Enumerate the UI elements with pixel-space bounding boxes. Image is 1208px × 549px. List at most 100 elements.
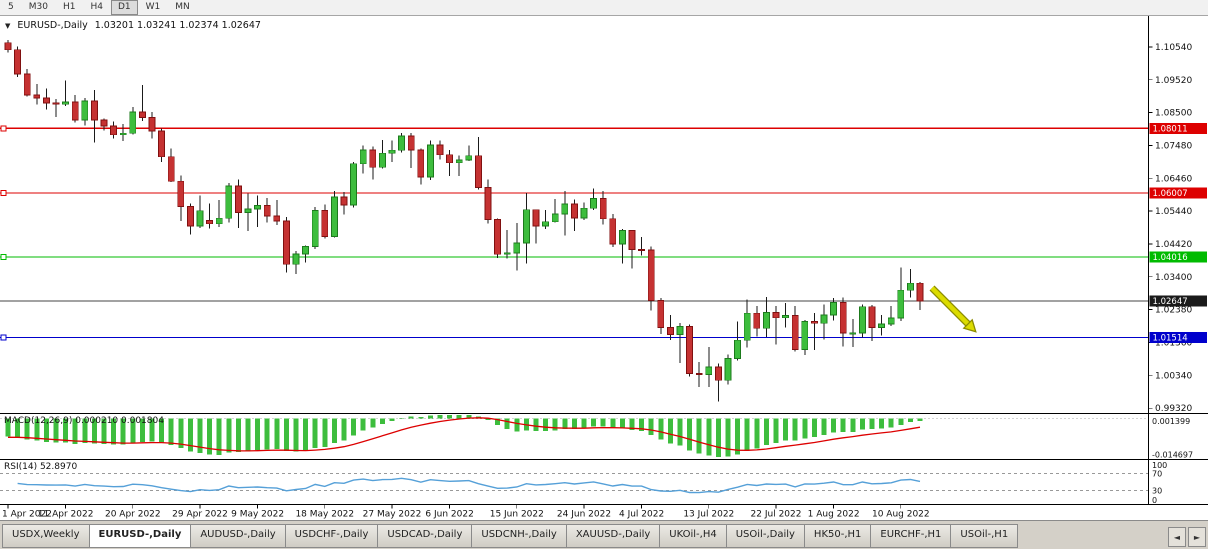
candle — [378, 152, 386, 168]
tab-usdcnh-daily[interactable]: USDCNH-,Daily — [471, 524, 567, 548]
candle — [91, 100, 98, 121]
tab-eurusd-daily[interactable]: EURUSD-,Daily — [88, 524, 192, 548]
tab-xauusd-daily[interactable]: XAUUSD-,Daily — [565, 524, 661, 548]
one-click-trading-toggle-icon[interactable]: ▼ — [5, 21, 11, 30]
candle — [619, 230, 626, 245]
candle — [148, 117, 156, 132]
candle — [33, 94, 41, 99]
candle — [177, 180, 185, 208]
svg-text:1.08011: 1.08011 — [1153, 125, 1188, 135]
candle — [715, 366, 722, 381]
candle — [273, 215, 281, 222]
svg-text:1.06460: 1.06460 — [1155, 174, 1192, 184]
chart-tabbar: USDX,Weekly EURUSD-,Daily AUDUSD-,Daily USD… — [0, 520, 1208, 549]
candle — [811, 321, 818, 324]
chart-area[interactable]: 1.10540 1.09520 1.08500 1.07480 1.06460 1.054… — [0, 16, 1208, 520]
price-axis: 1.10540 1.09520 1.08500 1.07480 1.06460 1.054… — [1148, 43, 1207, 414]
tab-usdchf-daily[interactable]: USDCHF-,Daily — [284, 524, 379, 548]
timeframe-button-w1[interactable]: W1 — [145, 2, 161, 12]
candle — [763, 312, 770, 329]
candle — [436, 144, 444, 156]
candle — [426, 144, 434, 178]
candle — [23, 73, 31, 96]
candle — [561, 203, 569, 215]
tab-usoil-h1[interactable]: USOil-,H1 — [950, 524, 1019, 548]
candle — [350, 163, 358, 206]
macd-indicator-label: MACD(12,26,9) 0.000210 0.001804 — [4, 416, 164, 426]
svg-text:1.03400: 1.03400 — [1155, 273, 1192, 283]
tab-ukoil-h4[interactable]: UKOil-,H4 — [659, 524, 727, 548]
tab-usdcad-daily[interactable]: USDCAD-,Daily — [377, 524, 473, 548]
candle — [330, 196, 338, 237]
candle — [638, 249, 645, 252]
candle — [282, 220, 290, 265]
tab-scroll-right-button[interactable]: ► — [1188, 527, 1206, 547]
candle — [311, 210, 319, 247]
svg-text:15 Jun 2022: 15 Jun 2022 — [490, 510, 544, 520]
candle — [234, 185, 242, 213]
candle — [254, 205, 262, 210]
chart-ohlc-values: 1.03201 1.03241 1.02374 1.02647 — [94, 20, 261, 31]
timeframe-button-h1[interactable]: H1 — [62, 2, 76, 12]
svg-text:9 May 2022: 9 May 2022 — [231, 510, 284, 520]
candle — [52, 102, 60, 105]
tab-scroll-controls: ◄ ► — [1168, 527, 1206, 547]
svg-text:0.001399: 0.001399 — [1152, 417, 1190, 426]
timeframe-button-d1[interactable]: D1 — [110, 0, 138, 15]
timeframe-button-mn[interactable]: MN — [175, 2, 190, 12]
candle — [321, 210, 329, 237]
down-arrow-annotation[interactable] — [929, 285, 977, 333]
candle — [513, 242, 521, 254]
svg-text:1.04016: 1.04016 — [1153, 253, 1188, 263]
tab-usdx-weekly[interactable]: USDX,Weekly — [2, 524, 90, 548]
candle — [523, 209, 530, 244]
tab-hk50-h1[interactable]: HK50-,H1 — [803, 524, 872, 548]
svg-text:24 Jun 2022: 24 Jun 2022 — [557, 510, 611, 520]
candle — [503, 252, 511, 255]
candle — [753, 312, 761, 329]
svg-text:100: 100 — [1152, 461, 1167, 470]
tab-usoil-daily[interactable]: USOil-,Daily — [725, 524, 805, 548]
candle — [686, 325, 693, 374]
svg-text:70: 70 — [1152, 470, 1162, 479]
candle — [667, 326, 674, 335]
candle — [292, 253, 300, 265]
candle — [196, 210, 204, 227]
candle — [628, 230, 636, 250]
candle — [657, 300, 665, 328]
timeframe-button-h4[interactable]: H4 — [90, 2, 103, 12]
svg-text:1.02380: 1.02380 — [1155, 306, 1192, 316]
svg-text:10 Aug 2022: 10 Aug 2022 — [872, 510, 930, 520]
svg-text:20 Apr 2022: 20 Apr 2022 — [105, 510, 161, 520]
tab-scroll-left-button[interactable]: ◄ — [1168, 527, 1186, 547]
price-chart-canvas[interactable]: 1.10540 1.09520 1.08500 1.07480 1.06460 1.054… — [0, 16, 1208, 520]
svg-text:1.02647: 1.02647 — [1153, 297, 1188, 307]
candle — [138, 111, 146, 118]
pane-borders — [0, 16, 1208, 505]
candle — [302, 246, 310, 255]
candle — [695, 372, 703, 375]
rsi-line — [17, 477, 921, 494]
candle — [388, 149, 396, 154]
horizontal-lines-layer — [0, 125, 1148, 341]
svg-text:1.09520: 1.09520 — [1155, 76, 1192, 86]
candle — [167, 156, 175, 182]
candle — [542, 221, 549, 227]
timeframe-button-m30[interactable]: M30 — [28, 2, 48, 12]
svg-text:11 Apr 2022: 11 Apr 2022 — [38, 510, 94, 520]
tab-audusd-daily[interactable]: AUDUSD-,Daily — [190, 524, 286, 548]
candle — [186, 206, 194, 227]
timeframe-button-5[interactable]: 5 — [8, 2, 14, 12]
candle — [532, 209, 540, 227]
candle — [705, 366, 713, 375]
candle — [71, 101, 79, 121]
chart-title: ▼ EURUSD-,Daily 1.03201 1.03241 1.02374 … — [5, 20, 261, 31]
tab-eurchf-h1[interactable]: EURCHF-,H1 — [870, 524, 952, 548]
candle — [398, 135, 406, 151]
candle — [571, 203, 578, 219]
candle — [158, 130, 166, 158]
svg-text:1.04420: 1.04420 — [1155, 240, 1192, 250]
svg-text:1.01360: 1.01360 — [1155, 338, 1192, 348]
